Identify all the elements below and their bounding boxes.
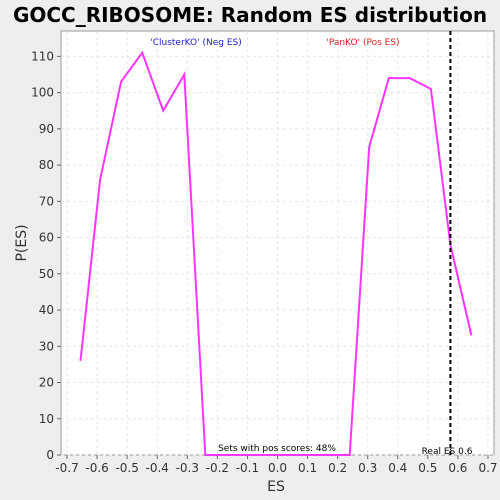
x-tick-label: 0.7 bbox=[478, 461, 497, 475]
real-es-label: Real ES 0.6 bbox=[422, 447, 473, 457]
y-axis-ticks: 0 10 20 30 40 50 60 70 80 90 100 110 bbox=[31, 49, 61, 462]
neg-annotation: 'ClusterKO' (Neg ES) bbox=[150, 38, 242, 48]
x-tick-label: 0.3 bbox=[358, 461, 377, 475]
y-tick-label: 110 bbox=[31, 49, 54, 63]
y-tick-label: 90 bbox=[39, 122, 54, 136]
x-axis-label: ES bbox=[267, 479, 285, 495]
x-tick-label: 0.1 bbox=[298, 461, 317, 475]
y-tick-label: 40 bbox=[39, 303, 54, 317]
x-tick-label: 0.6 bbox=[448, 461, 467, 475]
x-tick-label: -0.5 bbox=[115, 461, 138, 475]
x-tick-label: 0.4 bbox=[388, 461, 407, 475]
y-tick-label: 10 bbox=[39, 412, 54, 426]
y-tick-label: 0 bbox=[46, 448, 54, 462]
x-tick-label: -0.7 bbox=[55, 461, 78, 475]
grid bbox=[61, 31, 494, 456]
x-tick-label: 0.5 bbox=[418, 461, 437, 475]
y-tick-label: 60 bbox=[39, 231, 54, 245]
x-tick-label: 0.2 bbox=[328, 461, 347, 475]
y-tick-label: 50 bbox=[39, 267, 54, 281]
y-tick-label: 30 bbox=[39, 339, 54, 353]
series-line bbox=[79, 50, 473, 456]
pos-annotation: 'PanKO' (Pos ES) bbox=[326, 38, 399, 48]
pos-scores-annotation: Sets with pos scores: 48% bbox=[218, 444, 336, 454]
x-tick-label: -0.4 bbox=[146, 461, 169, 475]
y-tick-label: 20 bbox=[39, 376, 54, 390]
chart-title: GOCC_RIBOSOME: Random ES distribution bbox=[13, 3, 487, 27]
y-axis-label: P(ES) bbox=[14, 224, 30, 261]
y-tick-label: 80 bbox=[39, 158, 54, 172]
x-tick-label: -0.3 bbox=[176, 461, 199, 475]
x-tick-label: 0.0 bbox=[268, 461, 287, 475]
x-tick-label: -0.1 bbox=[236, 461, 259, 475]
y-tick-label: 100 bbox=[31, 86, 54, 100]
x-tick-label: -0.2 bbox=[206, 461, 229, 475]
y-tick-label: 70 bbox=[39, 194, 54, 208]
x-tick-label: -0.6 bbox=[85, 461, 108, 475]
x-axis-ticks: -0.7 -0.6 -0.5 -0.4 -0.3 -0.2 -0.1 0.0 0.1 0.2 0.3… bbox=[55, 455, 498, 475]
